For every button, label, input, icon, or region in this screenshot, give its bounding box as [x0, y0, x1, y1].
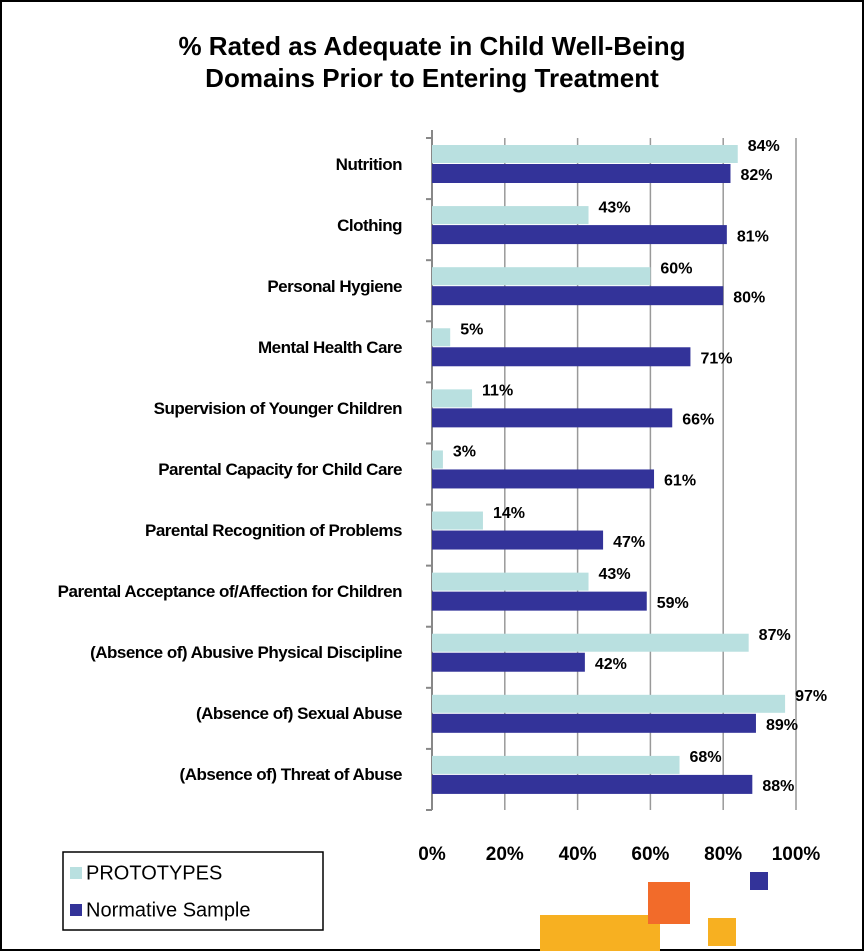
- decoration: [540, 872, 768, 951]
- bar: [432, 469, 654, 488]
- bar: [432, 450, 443, 468]
- data-label: 59%: [657, 595, 689, 612]
- bar: [432, 267, 650, 285]
- data-label: 81%: [737, 228, 769, 245]
- data-label: 43%: [599, 566, 631, 583]
- y-tick-label: Parental Acceptance of/Affection for Chi…: [22, 581, 402, 603]
- y-tick-label: (Absence of) Abusive Physical Discipline: [22, 642, 402, 664]
- y-tick-label: Supervision of Younger Children: [22, 398, 402, 420]
- bar: [432, 531, 603, 550]
- y-tick-label: Clothing: [22, 215, 402, 237]
- y-tick-label: Personal Hygiene: [22, 276, 402, 298]
- legend-label: PROTOTYPES: [86, 862, 222, 884]
- data-label: 84%: [748, 138, 780, 155]
- x-tick-label: 20%: [486, 844, 524, 865]
- y-tick-label: Nutrition: [22, 154, 402, 176]
- y-tick-label: (Absence of) Threat of Abuse: [22, 764, 402, 786]
- legend-swatch: [70, 867, 82, 879]
- y-tick-label: Parental Capacity for Child Care: [22, 459, 402, 481]
- bar: [432, 145, 738, 163]
- data-label: 14%: [493, 505, 525, 522]
- data-label: 60%: [660, 260, 692, 277]
- bar: [432, 775, 752, 794]
- y-tick-label: Parental Recognition of Problems: [22, 520, 402, 542]
- bar: [432, 573, 589, 591]
- page: % Rated as Adequate in Child Well-BeingD…: [0, 0, 864, 951]
- x-tick-label: 40%: [559, 844, 597, 865]
- x-tick-label: 80%: [704, 844, 742, 865]
- data-label: 80%: [733, 289, 765, 306]
- y-tick-label: Mental Health Care: [22, 337, 402, 359]
- data-label: 3%: [453, 444, 476, 461]
- data-label: 68%: [690, 749, 722, 766]
- bar: [432, 389, 472, 407]
- data-label: 89%: [766, 717, 798, 734]
- bar: [432, 695, 785, 713]
- data-label: 42%: [595, 656, 627, 673]
- data-label: 82%: [740, 167, 772, 184]
- bar: [432, 225, 727, 244]
- bar: [432, 408, 672, 427]
- bar: [432, 512, 483, 530]
- bar: [432, 206, 589, 224]
- bar: [432, 592, 647, 611]
- data-label: 87%: [759, 627, 791, 644]
- data-label: 5%: [460, 321, 483, 338]
- bar: [432, 164, 730, 183]
- y-tick-label: (Absence of) Sexual Abuse: [22, 703, 402, 725]
- data-label: 97%: [795, 688, 827, 705]
- bar: [432, 653, 585, 672]
- data-label: 71%: [700, 350, 732, 367]
- data-label: 43%: [599, 199, 631, 216]
- bar: [432, 634, 749, 652]
- data-label: 47%: [613, 534, 645, 551]
- bar: [432, 286, 723, 305]
- legend-swatch: [70, 904, 82, 916]
- data-label: 61%: [664, 473, 696, 490]
- x-tick-label: 60%: [631, 844, 669, 865]
- data-label: 88%: [762, 778, 794, 795]
- legend-label: Normative Sample: [86, 899, 251, 921]
- bar: [432, 328, 450, 346]
- bar: [432, 756, 680, 774]
- data-label: 11%: [482, 383, 513, 400]
- bar: [432, 347, 690, 366]
- data-label: 66%: [682, 412, 714, 429]
- x-tick-label: 100%: [772, 844, 821, 865]
- bar: [432, 714, 756, 733]
- x-tick-label: 0%: [418, 844, 446, 865]
